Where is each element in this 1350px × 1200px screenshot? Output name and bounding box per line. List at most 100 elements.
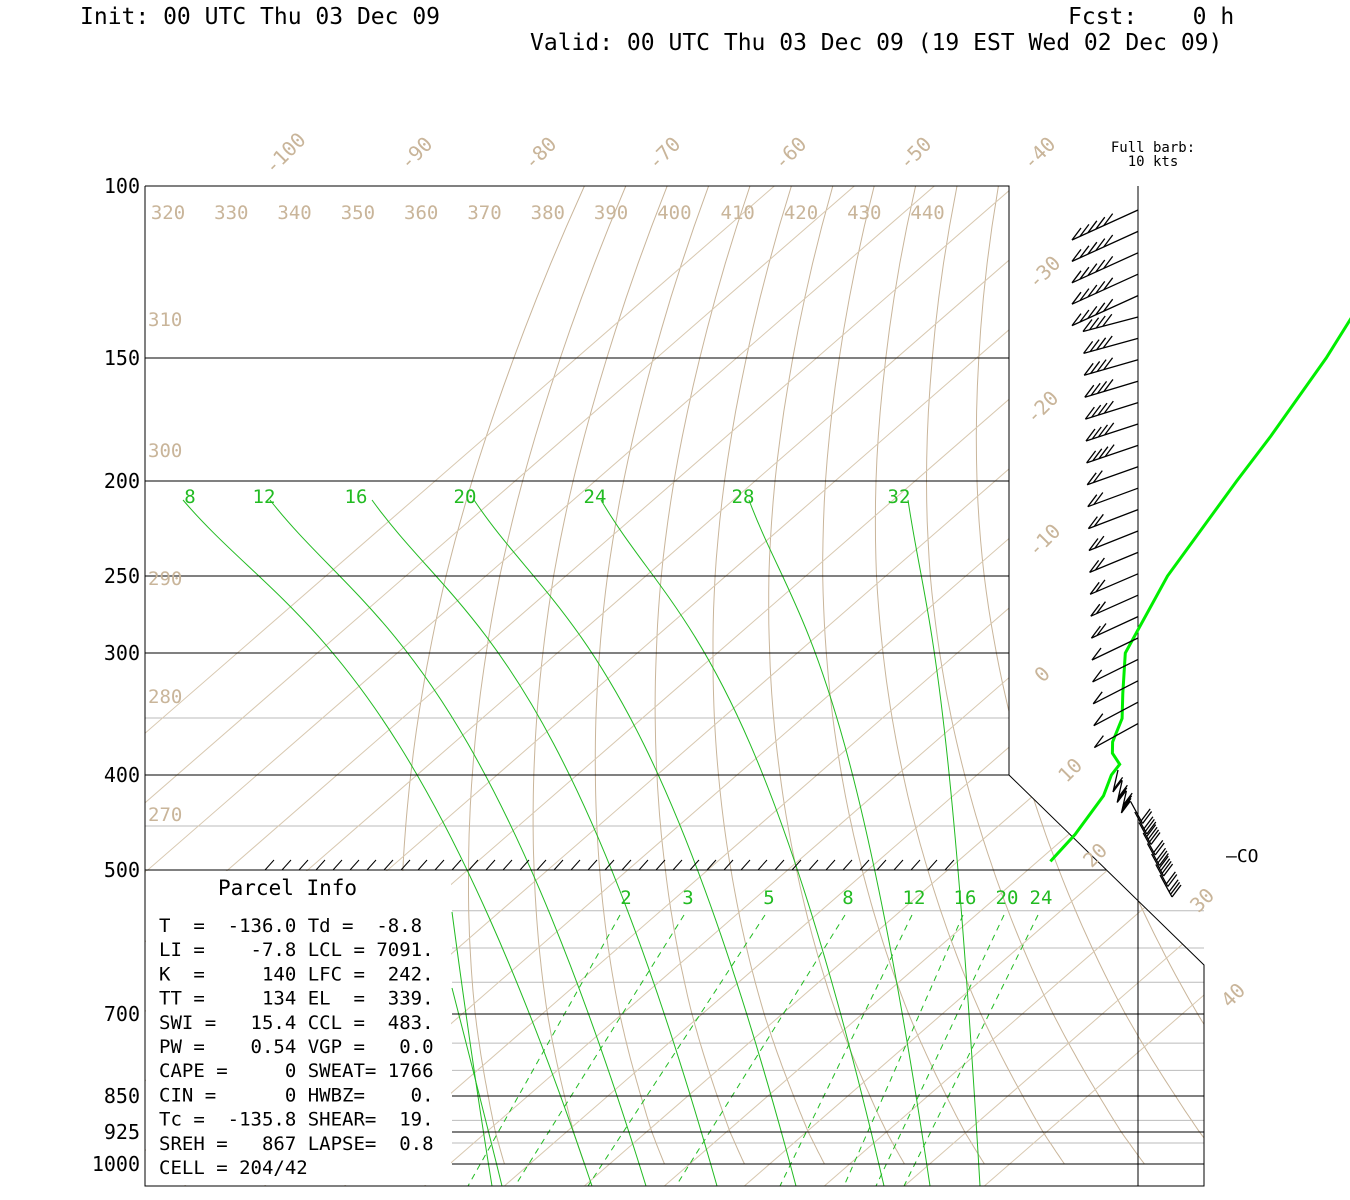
wind-barb <box>1087 487 1139 508</box>
dry-adiabat <box>822 186 985 1165</box>
wind-barb <box>1071 252 1139 284</box>
theta-label: 360 <box>404 202 438 224</box>
hatch-tick <box>604 859 615 871</box>
wind-barb <box>1155 864 1178 887</box>
parcel-info-row: LI = -7.8 LCL = 7091. <box>159 939 434 961</box>
wind-barb <box>1091 637 1139 661</box>
dry-adiabat <box>768 186 905 1165</box>
hatch-tick <box>842 859 853 871</box>
hatch-tick <box>553 859 564 871</box>
hatch-tick <box>281 859 292 871</box>
pressure-label: 1000 <box>92 1152 140 1176</box>
isotherm-label: -10 <box>1023 519 1066 562</box>
isotherm-label: 10 <box>1053 753 1087 787</box>
isotherm <box>264 186 1204 1186</box>
wind-barb <box>1116 780 1128 803</box>
isotherm-label: 40 <box>1216 978 1250 1012</box>
wind-barb <box>1151 853 1174 877</box>
wind-barb <box>1087 508 1139 530</box>
valid-time: Valid: 00 UTC Thu 03 Dec 09 (19 EST Wed … <box>530 30 1223 56</box>
isotherm <box>664 186 1204 1186</box>
pressure-label: 300 <box>104 641 140 665</box>
theta-e-label: 32 <box>888 486 911 508</box>
dry-adiabat <box>975 186 1204 1165</box>
hatch-tick <box>740 859 751 871</box>
mixing-ratio-label: 8 <box>842 887 853 909</box>
moist-adiabat <box>269 499 647 1186</box>
mixing-ratio-label: 20 <box>996 887 1019 909</box>
parcel-info-row: CIN = 0 HWBZ= 0. <box>159 1084 434 1106</box>
isotherm-label: -20 <box>1021 386 1064 429</box>
theta-e-label: 12 <box>253 486 276 508</box>
isotherm <box>145 186 855 1186</box>
theta-label: 440 <box>910 202 944 224</box>
hatch-tick <box>468 859 479 871</box>
isotherm-label: -50 <box>894 132 937 175</box>
hatch-tick <box>621 859 632 871</box>
dry-adiabat <box>1330 186 1350 1164</box>
dry-adiabat <box>1205 186 1350 1164</box>
isotherm-label: -30 <box>1023 251 1066 294</box>
hatch-tick <box>332 859 343 871</box>
hatch-tick <box>434 859 445 871</box>
isotherm-label: 0 <box>1029 661 1054 686</box>
hatch-tick <box>502 859 513 871</box>
pressure-label: 250 <box>104 564 140 588</box>
theta-label: 370 <box>467 202 501 224</box>
wind-barb <box>1146 843 1169 866</box>
hatch-tick <box>655 859 666 871</box>
wind-barb <box>1071 273 1139 305</box>
hatch-tick <box>723 859 734 871</box>
isotherm <box>984 186 1204 1186</box>
dry-adiabat <box>1024 186 1204 1165</box>
pressure-label: 100 <box>104 174 140 198</box>
init-time: Init: 00 UTC Thu 03 Dec 09 <box>80 4 441 30</box>
mixing-ratio-label: 5 <box>763 887 774 909</box>
parcel-info-row: CELL = 204/42 <box>159 1157 308 1179</box>
theta-label-left: 300 <box>148 440 182 462</box>
isotherm <box>904 186 1204 1186</box>
wind-barb <box>1090 616 1139 639</box>
theta-label: 410 <box>721 202 755 224</box>
wind-barb <box>1120 790 1133 814</box>
wind-barb <box>1112 769 1124 793</box>
hatch-tick <box>298 859 309 871</box>
hatch-tick <box>689 859 700 871</box>
wind-barb <box>1084 379 1139 398</box>
isotherm <box>145 186 1095 1186</box>
hatch-tick <box>519 859 530 871</box>
wind-barb <box>1071 230 1139 262</box>
wind-barb <box>1093 701 1139 727</box>
parcel-info-row: TT = 134 EL = 339. <box>159 988 434 1010</box>
isotherm-label: 20 <box>1078 838 1112 872</box>
wind-barb <box>1093 723 1139 749</box>
parcel-info-row: T = -136.0 Td = -8.8 <box>159 915 422 937</box>
pressure-label: 925 <box>104 1120 140 1144</box>
hatch-tick <box>893 859 904 871</box>
wind-barb <box>1083 335 1139 355</box>
mixing-ratio-label: 16 <box>954 887 977 909</box>
hatch-tick <box>791 859 802 871</box>
parcel-info-row: PW = 0.54 VGP = 0.0 <box>159 1036 434 1058</box>
hatch-tick <box>944 859 955 871</box>
hatch-tick <box>570 859 581 871</box>
hatch-tick <box>383 859 394 871</box>
dry-adiabat <box>1247 186 1350 1164</box>
pressure-label: 850 <box>104 1084 140 1108</box>
hatch-tick <box>672 859 683 871</box>
hatch-tick <box>315 859 326 871</box>
dry-adiabat <box>532 186 668 1165</box>
hatch-tick <box>417 859 428 871</box>
theta-label: 330 <box>214 202 248 224</box>
theta-label: 430 <box>847 202 881 224</box>
barb-legend-line2: 10 kts <box>1128 154 1179 170</box>
parcel-info-row: K = 140 LFC = 242. <box>159 963 434 985</box>
wind-barb <box>1084 400 1139 420</box>
mixing-ratio-label: 24 <box>1030 887 1053 909</box>
wind-barb <box>1090 594 1139 617</box>
wind-barb <box>1130 801 1153 824</box>
wind-barb <box>1083 357 1139 376</box>
wind-barb <box>1071 209 1139 241</box>
wind-barb <box>1089 551 1139 574</box>
